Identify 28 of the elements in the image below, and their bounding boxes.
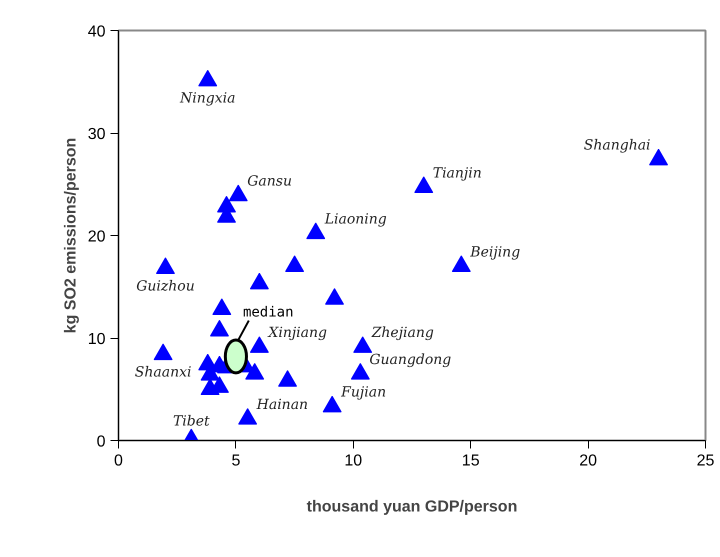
x-tick-label: 15 xyxy=(462,452,480,470)
annotation: Shanghai xyxy=(584,138,651,154)
x-tick-label: 25 xyxy=(696,452,714,470)
annotation: Tibet xyxy=(172,413,210,430)
y-tick-label: 10 xyxy=(88,331,106,348)
annotation: Hainan xyxy=(256,396,308,413)
x-tick-label: 5 xyxy=(231,452,240,470)
annotation: Fujian xyxy=(340,384,386,401)
y-tick-label: 0 xyxy=(96,434,106,450)
y-tick-label: 40 xyxy=(88,24,106,40)
x-tick-label: 10 xyxy=(344,452,362,470)
annotation: Xinjiang xyxy=(267,325,328,342)
annotation: Guangdong xyxy=(369,352,452,368)
series-label: median xyxy=(242,304,294,321)
y-tick-label: 20 xyxy=(88,228,106,246)
annotation: Liaoning xyxy=(324,211,387,228)
annotation: Zhejiang xyxy=(370,325,434,342)
y-tick-label: 30 xyxy=(88,126,106,143)
annotation: Ningxia xyxy=(179,90,236,107)
annotation: Guizhou xyxy=(136,278,195,294)
annotation: Gansu xyxy=(247,174,292,190)
x-tick-label: 0 xyxy=(114,452,124,470)
annotation: Shaanxi xyxy=(134,364,192,380)
x-tick-label: 20 xyxy=(579,452,598,470)
annotation: Tianjin xyxy=(432,165,482,182)
y-axis-title: kg SO2 emissions/person xyxy=(62,138,80,334)
x-axis-title: thousand yuan GDP/person xyxy=(306,498,518,516)
annotation: Beijing xyxy=(469,244,520,260)
